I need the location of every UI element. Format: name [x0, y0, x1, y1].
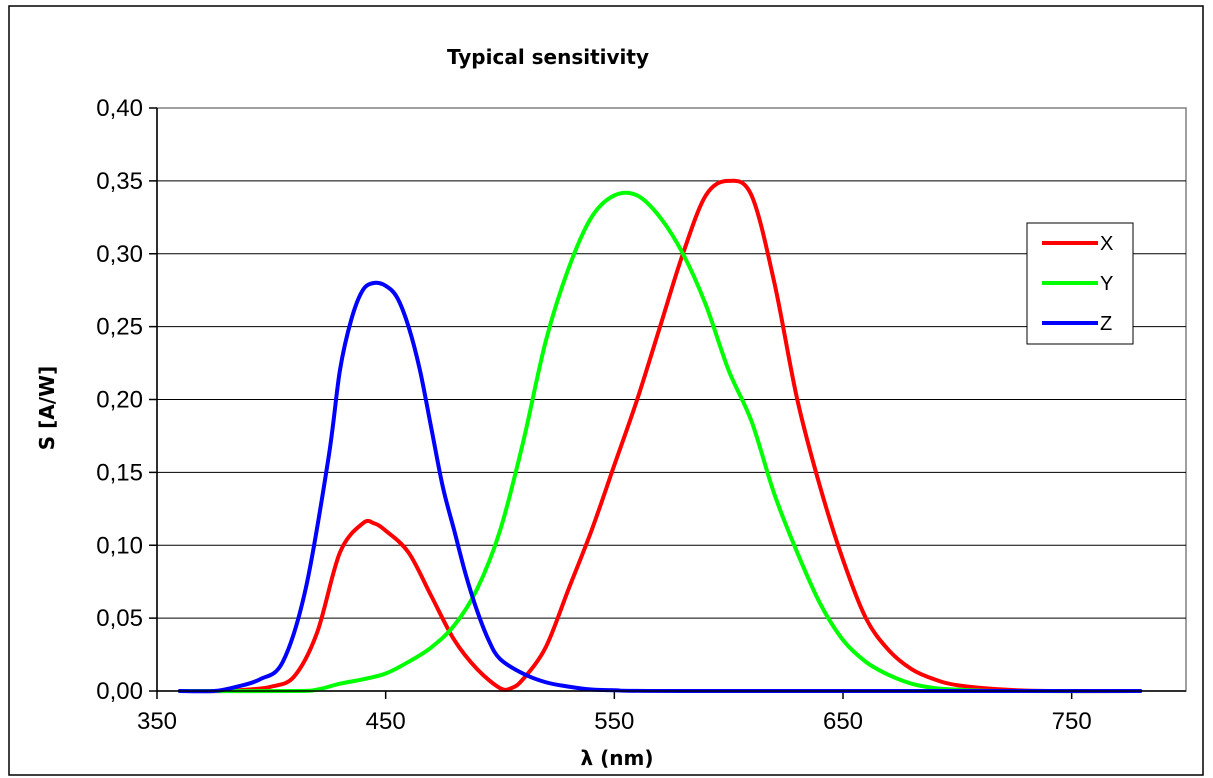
series-line-x	[177, 178, 1143, 694]
y-tick-label: 0,10	[96, 532, 143, 559]
legend-label-x: X	[1100, 233, 1113, 255]
y-axis-ticks: 0,00 0,05 0,10 0,15 0,20 0,25 0,30 0,35 0,40	[96, 95, 157, 705]
y-tick-label: 0,25	[96, 314, 143, 341]
x-axis-label: λ (nm)	[581, 746, 654, 770]
chart-title: Typical sensitivity	[447, 45, 649, 69]
x-tick-label: 650	[823, 708, 863, 735]
series-line-z	[177, 280, 1143, 694]
y-tick-label: 0,30	[96, 241, 143, 268]
y-tick-label: 0,00	[96, 678, 143, 705]
y-tick-label: 0,05	[96, 605, 143, 632]
y-tick-label: 0,35	[96, 168, 143, 195]
x-tick-label: 550	[594, 708, 634, 735]
legend-label-z: Z	[1100, 313, 1112, 335]
x-tick-label: 450	[366, 708, 406, 735]
series-lines	[177, 178, 1143, 694]
y-axis-label: S [A/W]	[35, 366, 59, 451]
legend-label-y: Y	[1100, 273, 1113, 295]
y-tick-label: 0,15	[96, 459, 143, 486]
gridlines	[157, 180, 1186, 619]
x-axis-ticks: 350 450 550 650 750	[137, 691, 1092, 735]
series-line-y	[177, 190, 1143, 694]
y-tick-label: 0,40	[96, 95, 143, 122]
legend: XYZ	[1026, 222, 1134, 345]
y-tick-label: 0,20	[96, 387, 143, 414]
x-tick-label: 350	[137, 708, 177, 735]
x-tick-label: 750	[1052, 708, 1092, 735]
